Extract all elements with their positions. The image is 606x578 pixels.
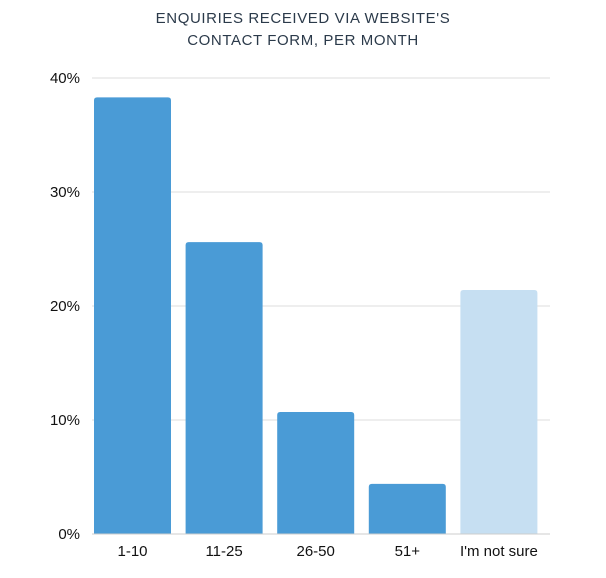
tick-labels: 0% 10% 20% 30% 40% 1-10 11-25 26-50 51+ I'm not s… bbox=[50, 70, 538, 560]
x-tick-label-3: 26-50 bbox=[297, 543, 335, 560]
bars bbox=[94, 97, 538, 534]
x-tick-label-4: 51+ bbox=[395, 543, 421, 560]
bar-2 bbox=[185, 242, 263, 534]
bar-1 bbox=[94, 97, 171, 534]
bar-3 bbox=[277, 412, 355, 534]
y-tick-label-40: 40% bbox=[50, 70, 80, 87]
y-tick-label-0: 0% bbox=[58, 526, 80, 543]
chart-title-line-2: CONTACT FORM, PER MONTH bbox=[187, 32, 419, 49]
chart-title-line-1: ENQUIRIES RECEIVED VIA WEBSITE'S bbox=[155, 10, 451, 27]
y-tick-label-10: 10% bbox=[50, 412, 80, 429]
x-tick-label-1: 1-10 bbox=[117, 543, 147, 560]
x-tick-label-5: I'm not sure bbox=[460, 543, 538, 560]
y-tick-label-20: 20% bbox=[50, 298, 80, 315]
bar-5 bbox=[460, 290, 538, 534]
chart-title: ENQUIRIES RECEIVED VIA WEBSITE'S CONTACT… bbox=[0, 8, 606, 52]
x-tick-label-2: 11-25 bbox=[205, 543, 242, 560]
bar-4 bbox=[368, 483, 446, 534]
y-tick-label-30: 30% bbox=[50, 184, 80, 201]
